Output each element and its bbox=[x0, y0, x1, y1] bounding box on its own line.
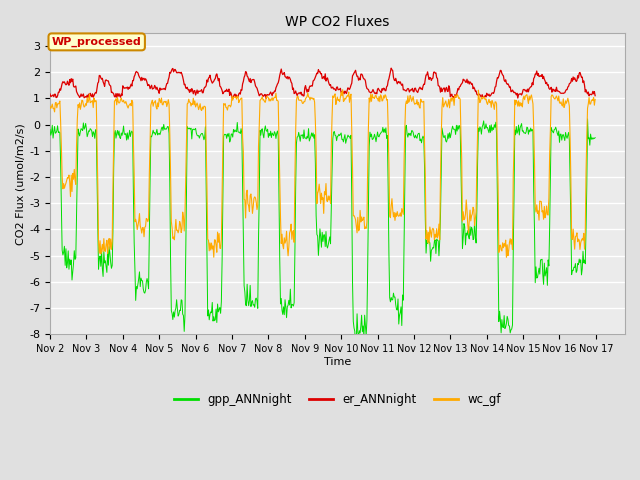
Legend: gpp_ANNnight, er_ANNnight, wc_gf: gpp_ANNnight, er_ANNnight, wc_gf bbox=[170, 388, 506, 411]
Text: WP_processed: WP_processed bbox=[52, 37, 141, 47]
X-axis label: Time: Time bbox=[324, 357, 351, 367]
Title: WP CO2 Fluxes: WP CO2 Fluxes bbox=[285, 15, 390, 29]
Y-axis label: CO2 Flux (umol/m2/s): CO2 Flux (umol/m2/s) bbox=[15, 123, 25, 244]
